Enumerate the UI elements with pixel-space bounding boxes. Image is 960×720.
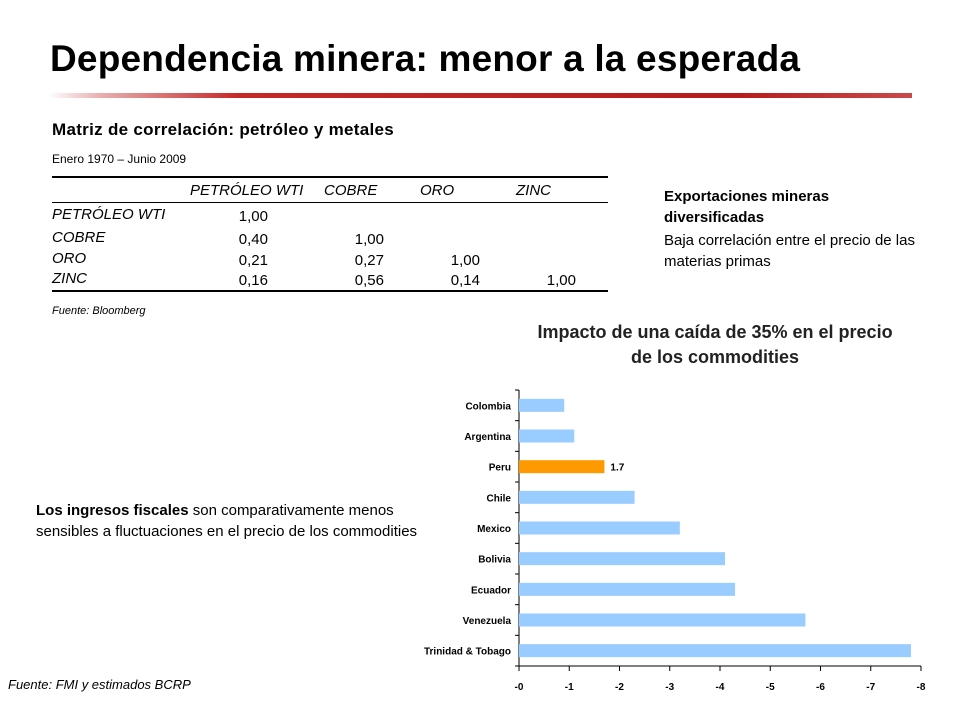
matrix-row-label: ORO (52, 250, 87, 267)
matrix-col-header: ORO (420, 182, 455, 199)
chart-title: Impacto de una caída de 35% en el precio… (537, 322, 893, 367)
page-title: Dependencia minera: menor a la esperada (50, 38, 801, 79)
matrix-cell: 1,00 (546, 272, 576, 289)
matrix-cell: 1,00 (450, 252, 480, 269)
matrix-source: Fuente: Bloomberg (52, 305, 146, 317)
category-label: Bolivia (478, 555, 511, 566)
category-label: Ecuador (471, 585, 511, 596)
matrix-cell: 0,56 (354, 272, 384, 289)
x-tick-label: -5 (766, 682, 775, 693)
bar (519, 613, 806, 627)
x-tick-label: -4 (716, 682, 725, 693)
bar (519, 460, 605, 474)
fiscal-source: Fuente: FMI y estimados BCRP (8, 677, 191, 692)
matrix-header-rule (52, 202, 608, 203)
correlation-matrix: PETRÓLEO WTI COBRE ORO ZINC PETRÓLEO WTI… (52, 176, 608, 292)
x-tick-label: -3 (665, 682, 674, 693)
matrix-col-header: COBRE (324, 182, 378, 199)
fiscal-note-text: son comparativamente menos sensibles a f… (36, 502, 418, 540)
x-tick-label: -2 (615, 682, 624, 693)
matrix-cell: 0,14 (450, 272, 480, 289)
bar (519, 644, 911, 658)
bar (519, 582, 736, 596)
matrix-row-label: PETRÓLEO WTI (52, 206, 166, 223)
commodity-impact-chart: Colombia Argentina Peru 1.7 Chile Mexico Boliv… (424, 389, 926, 693)
matrix-cell: 1,00 (238, 208, 268, 225)
matrix-title: Matriz de correlación: petróleo y metale… (52, 120, 395, 139)
x-tick-label: -1 (565, 682, 574, 693)
matrix-cell: 0,16 (238, 272, 268, 289)
category-label: Peru (489, 463, 511, 474)
matrix-cell: 1,00 (354, 231, 384, 248)
x-tick-label: -7 (866, 682, 875, 693)
bar (519, 521, 680, 535)
category-label: Venezuela (463, 616, 512, 627)
matrix-row-label: COBRE (52, 229, 106, 246)
category-label: Trinidad & Tobago (424, 647, 511, 658)
category-label: Chile (487, 493, 512, 504)
matrix-col-header: ZINC (516, 182, 551, 199)
x-tick-label: -6 (816, 682, 825, 693)
matrix-cell: 0,27 (354, 252, 384, 269)
matrix-cell: 0,40 (238, 231, 268, 248)
matrix-row-label: ZINC (52, 270, 87, 287)
data-label: 1.7 (610, 463, 624, 474)
bar (519, 429, 575, 443)
matrix-col-header: PETRÓLEO WTI (190, 182, 304, 199)
bar (519, 398, 565, 412)
matrix-period: Enero 1970 – Junio 2009 (52, 152, 187, 166)
exports-text: Baja correlación entre el precio de las … (664, 232, 915, 270)
category-label: Mexico (477, 524, 511, 535)
category-label: Colombia (465, 401, 511, 412)
exports-heading: Exportaciones mineras diversificadas (664, 188, 830, 226)
title-divider (48, 93, 912, 98)
bar (519, 552, 726, 566)
bar (519, 490, 635, 504)
fiscal-note: Los ingresos fiscales son comparativamen… (36, 500, 436, 542)
x-tick-label: -0 (515, 682, 524, 693)
fiscal-note-bold: Los ingresos fiscales (36, 502, 189, 519)
category-label: Argentina (464, 432, 511, 443)
x-tick-label: -8 (917, 682, 926, 693)
matrix-cell: 0,21 (238, 252, 268, 269)
